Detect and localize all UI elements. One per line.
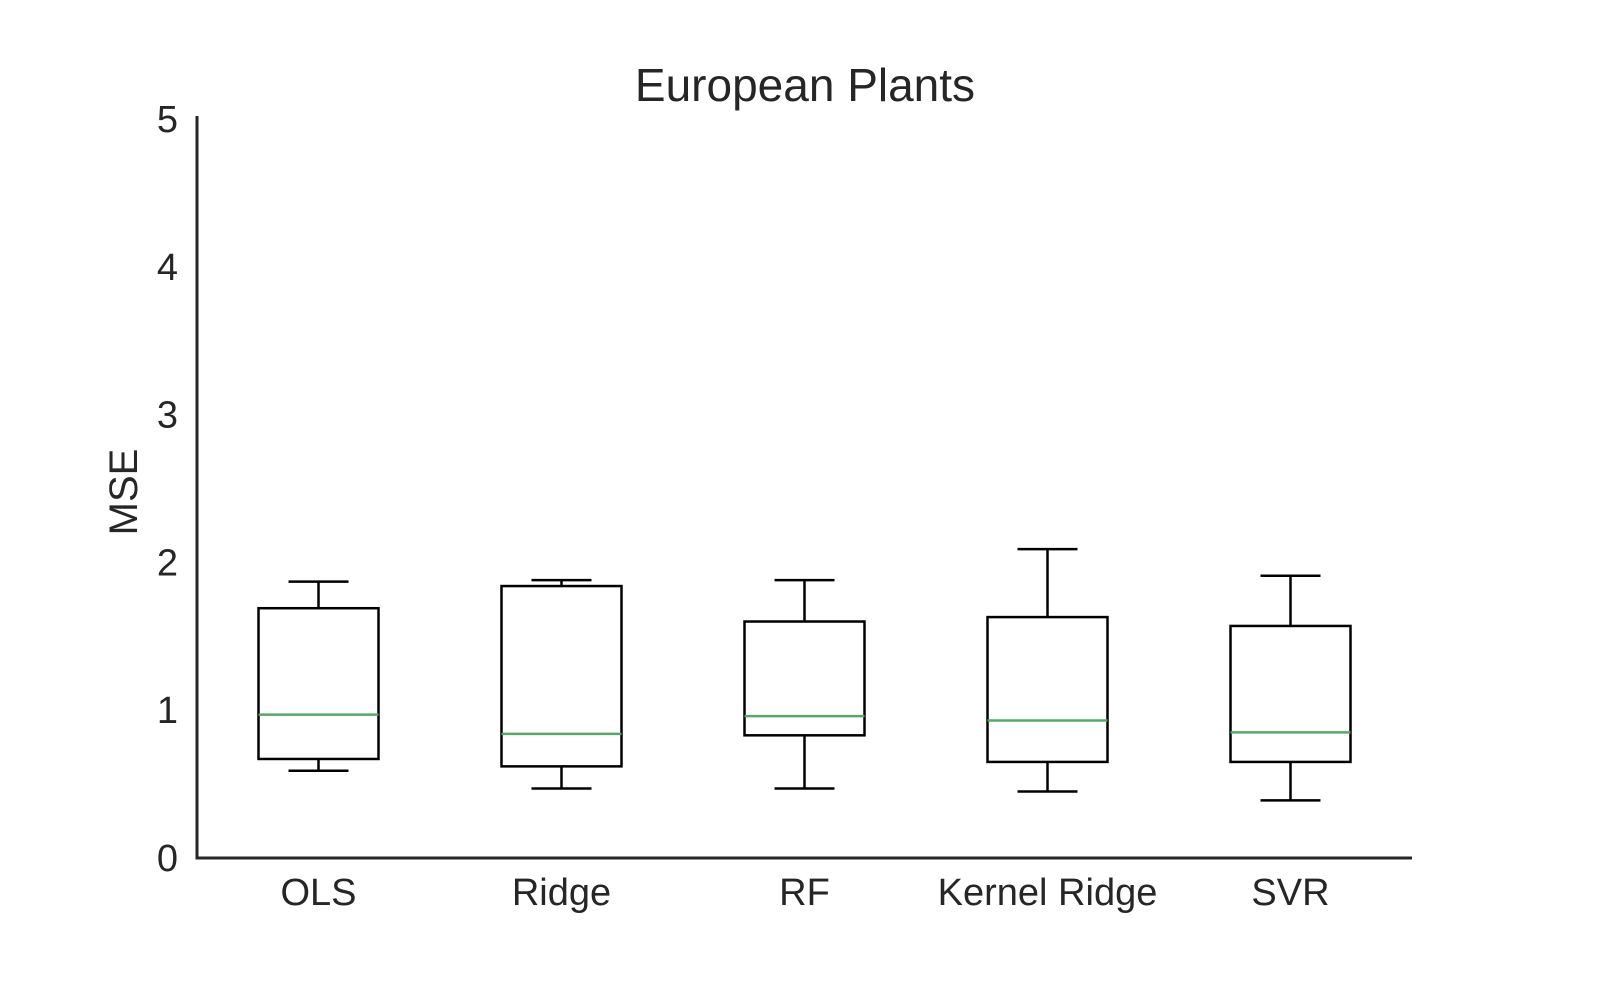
iqr-box [743, 620, 866, 737]
box-group [1229, 574, 1352, 802]
y-tick-label: 5 [157, 99, 178, 141]
chart-title: European Plants [635, 59, 975, 111]
y-tick-label: 1 [157, 690, 178, 732]
x-ticks: OLS Ridge RF Kernel Ridge SVR [280, 872, 1329, 914]
y-axis-label: MSE [102, 449, 146, 536]
y-tick-label: 2 [157, 542, 178, 584]
iqr-box [500, 584, 623, 768]
iqr-box [1229, 624, 1352, 764]
y-tick-label: 0 [157, 838, 178, 880]
x-tick-label: Kernel Ridge [938, 872, 1158, 914]
x-tick-label: OLS [280, 872, 356, 914]
x-tick-label: SVR [1251, 872, 1329, 914]
y-tick-label: 4 [157, 247, 178, 289]
y-tick-label: 3 [157, 395, 178, 437]
axes [195, 116, 1412, 860]
iqr-box [257, 606, 380, 761]
box-group [257, 580, 380, 773]
x-tick-label: RF [779, 872, 830, 914]
boxes [257, 547, 1352, 802]
box-group [500, 578, 623, 790]
iqr-box [986, 615, 1109, 764]
box-group [986, 547, 1109, 793]
x-tick-label: Ridge [512, 872, 611, 914]
y-ticks: 0 1 2 3 4 5 [157, 99, 178, 880]
box-group [743, 578, 866, 790]
